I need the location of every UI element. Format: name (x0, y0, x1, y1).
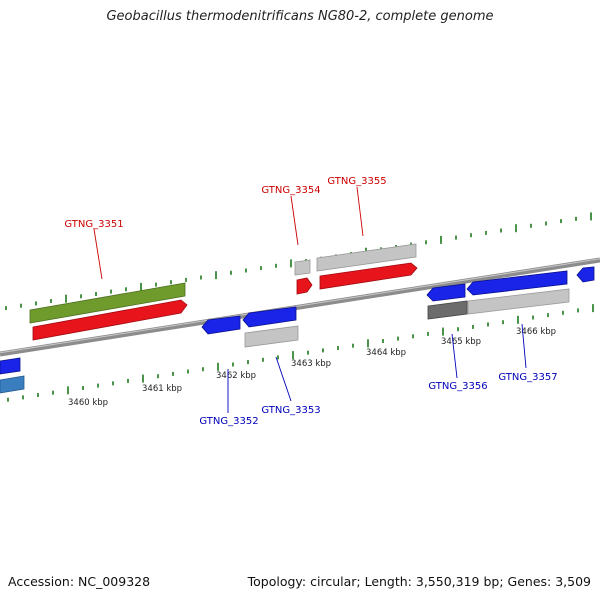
gene-bar-olive-3351[interactable] (29, 282, 186, 324)
position-ticks (5, 212, 594, 402)
gene-arrow-edge-right[interactable] (576, 266, 595, 283)
gene-arrow-3357[interactable] (466, 270, 568, 296)
gene-arrow-3354[interactable] (296, 277, 313, 295)
gene-arrow-3352[interactable] (201, 315, 241, 335)
gene-arrow-edge-left[interactable] (0, 357, 21, 375)
gene-arrow-3355[interactable] (319, 262, 418, 290)
leader-line-3354 (290, 195, 299, 246)
gene-label-3351[interactable]: GTNG_3351 (64, 219, 123, 230)
gene-label-3353[interactable]: GTNG_3353 (261, 405, 320, 416)
kbp-label-3460: 3460 kbp (68, 398, 108, 408)
gene-bar-gray-3357[interactable] (467, 288, 570, 315)
gene-arrow-3356[interactable] (426, 283, 466, 302)
gene-arrow-3353[interactable] (242, 306, 297, 328)
gene-label-3355[interactable]: GTNG_3355 (327, 176, 386, 187)
kbp-label-3463: 3463 kbp (291, 359, 331, 369)
leader-line-3357 (521, 323, 527, 369)
kbp-label-3461: 3461 kbp (142, 384, 182, 394)
gene-label-3354[interactable]: GTNG_3354 (261, 185, 320, 196)
gene-label-3352[interactable]: GTNG_3352 (199, 416, 258, 427)
gene-bar-gray-3354[interactable] (294, 259, 311, 276)
gene-bar-gray-3353[interactable] (244, 325, 299, 348)
accession-text: Accession: NC_009328 (8, 574, 151, 589)
gene-bar-gray-3355[interactable] (316, 243, 417, 272)
kbp-label-3464: 3464 kbp (366, 348, 406, 358)
leader-line-3355 (356, 186, 364, 237)
gene-label-3356[interactable]: GTNG_3356 (428, 381, 487, 392)
genome-title: Geobacillus thermodenitrificans NG80-2, … (106, 9, 494, 24)
genome-summary-text: Topology: circular; Length: 3,550,319 bp… (247, 574, 591, 589)
gene-bar-steelblue-edge-left[interactable] (0, 375, 25, 394)
gene-bar-dark-3356[interactable] (427, 300, 468, 320)
gene-arrow-3351[interactable] (32, 299, 188, 341)
genome-backbone-highlight (0, 258, 600, 354)
leader-line-3356 (451, 333, 458, 379)
leader-line-3353 (275, 356, 292, 402)
kbp-label-3465: 3465 kbp (441, 337, 481, 347)
kbp-label-3462: 3462 kbp (216, 371, 256, 381)
gene-label-3357[interactable]: GTNG_3357 (498, 372, 557, 383)
genome-backbone (0, 257, 600, 357)
kbp-label-3466: 3466 kbp (516, 327, 556, 337)
leader-line-3351 (93, 228, 103, 280)
